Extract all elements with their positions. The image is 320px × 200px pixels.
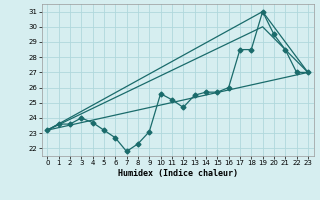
X-axis label: Humidex (Indice chaleur): Humidex (Indice chaleur) xyxy=(118,169,237,178)
